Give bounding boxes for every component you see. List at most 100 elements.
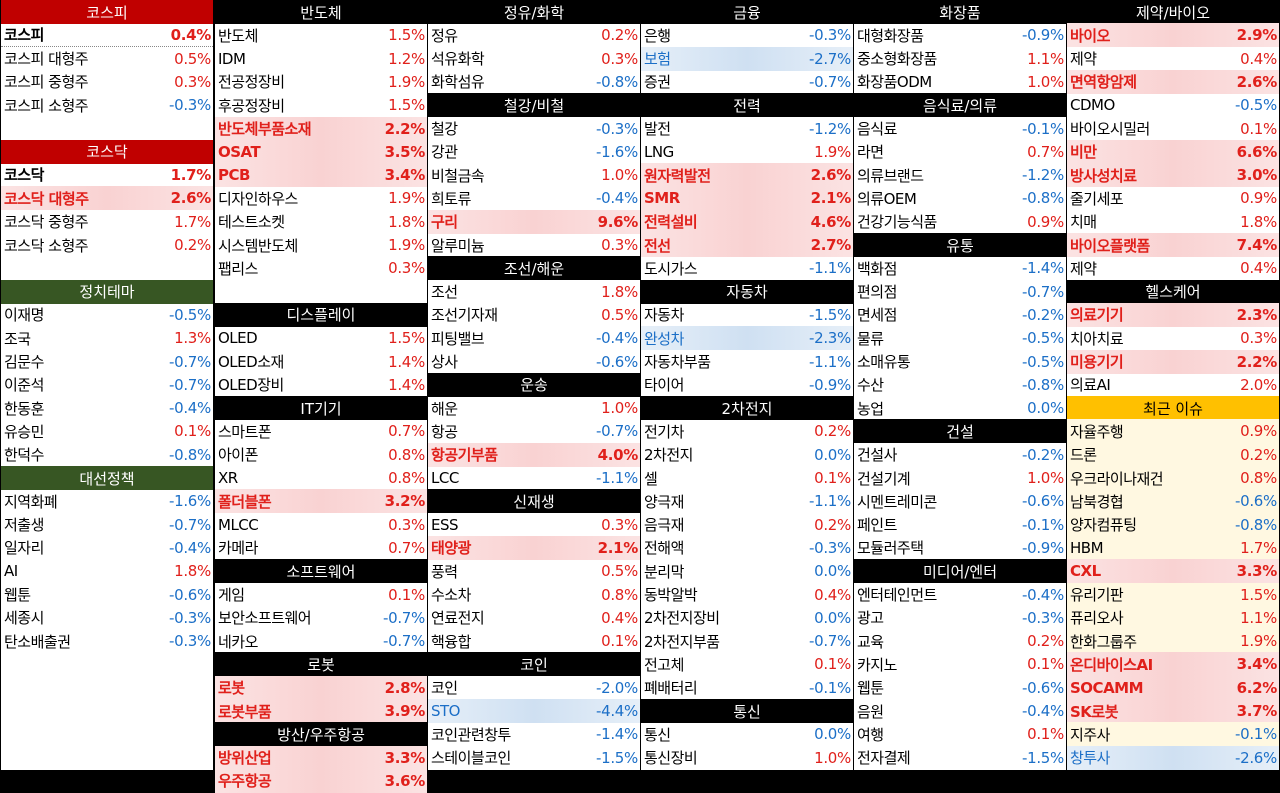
sector-row[interactable]: 페인트 -0.1% <box>854 513 1066 537</box>
sector-row[interactable]: 방위산업 3.3% <box>215 745 427 770</box>
sector-row[interactable]: 테스트소켓 1.8% <box>215 210 427 234</box>
sector-row[interactable]: 항공기부품 4.0% <box>428 442 640 467</box>
sector-row[interactable]: 코스닥 소형주 0.2% <box>1 233 213 257</box>
sector-row[interactable]: SK로봇 3.7% <box>1067 699 1279 723</box>
sector-row[interactable]: 보험 -2.7% <box>641 46 853 71</box>
sector-row[interactable]: 바이오 2.9% <box>1067 23 1279 48</box>
sector-row[interactable]: 피팅밸브 -0.4% <box>428 326 640 350</box>
sector-row[interactable]: 코스닥 중형주 1.7% <box>1 210 213 234</box>
sector-row[interactable]: 한덕수 -0.8% <box>1 443 213 467</box>
sector-row[interactable]: IDM 1.2% <box>215 47 427 71</box>
sector-row[interactable]: 세종시 -0.3% <box>1 606 213 630</box>
sector-row[interactable]: 수산 -0.8% <box>854 373 1066 397</box>
sector-row[interactable]: 창투사 -2.6% <box>1067 745 1279 770</box>
sector-row[interactable]: 발전 -1.2% <box>641 117 853 141</box>
sector-row[interactable]: 대형화장품 -0.9% <box>854 23 1066 47</box>
sector-row[interactable]: 우주항공 3.6% <box>215 768 427 793</box>
sector-row[interactable]: 2차전지장비 0.0% <box>641 606 853 630</box>
sector-row[interactable]: 알루미늄 0.3% <box>428 233 640 257</box>
sector-row[interactable]: 증권 -0.7% <box>641 70 853 94</box>
sector-row[interactable]: 은행 -0.3% <box>641 23 853 47</box>
sector-row[interactable]: 의료AI 2.0% <box>1067 373 1279 397</box>
sector-row[interactable]: 탄소배출권 -0.3% <box>1 629 213 653</box>
sector-row[interactable]: CDMO -0.5% <box>1067 93 1279 117</box>
sector-row[interactable]: 비철금속 1.0% <box>428 163 640 187</box>
sector-row[interactable]: 유승민 0.1% <box>1 419 213 443</box>
sector-row[interactable]: 희토류 -0.4% <box>428 186 640 210</box>
sector-row[interactable]: 비만 6.6% <box>1067 139 1279 164</box>
sector-row[interactable]: AI 1.8% <box>1 559 213 583</box>
sector-row[interactable]: 광고 -0.3% <box>854 606 1066 630</box>
sector-row[interactable]: 의류OEM -0.8% <box>854 186 1066 210</box>
sector-row[interactable]: 폴더블폰 3.2% <box>215 489 427 514</box>
sector-row[interactable]: 카메라 0.7% <box>215 536 427 560</box>
sector-row[interactable]: 음식료 -0.1% <box>854 117 1066 141</box>
sector-row[interactable]: 통신 0.0% <box>641 722 853 746</box>
sector-row[interactable]: 소매유통 -0.5% <box>854 350 1066 374</box>
sector-row[interactable]: 2차전지부품 -0.7% <box>641 629 853 653</box>
sector-row[interactable]: 건강기능식품 0.9% <box>854 210 1066 234</box>
sector-row[interactable]: 네카오 -0.7% <box>215 629 427 653</box>
sector-row[interactable]: 수소차 0.8% <box>428 583 640 607</box>
sector-row[interactable]: SMR 2.1% <box>641 186 853 211</box>
sector-row[interactable]: ESS 0.3% <box>428 513 640 537</box>
sector-row[interactable]: 핵융합 0.1% <box>428 629 640 653</box>
sector-row[interactable]: 전자결제 -1.5% <box>854 746 1066 770</box>
sector-row[interactable]: 정유 0.2% <box>428 23 640 47</box>
sector-row[interactable]: 전선 2.7% <box>641 233 853 257</box>
sector-row[interactable]: 카지노 0.1% <box>854 652 1066 676</box>
sector-row[interactable]: 셀 0.1% <box>641 466 853 490</box>
sector-row[interactable]: 코스피 중형주 0.3% <box>1 70 213 94</box>
sector-row[interactable]: 자동차 -1.5% <box>641 303 853 327</box>
sector-row[interactable]: 코스피 0.4% <box>1 23 213 48</box>
sector-row[interactable]: 중소형화장품 1.1% <box>854 47 1066 71</box>
sector-row[interactable]: 제약 0.4% <box>1067 47 1279 71</box>
sector-row[interactable]: 의료기기 2.3% <box>1067 302 1279 327</box>
sector-row[interactable]: 라면 0.7% <box>854 140 1066 164</box>
sector-row[interactable]: 타이어 -0.9% <box>641 373 853 397</box>
sector-row[interactable]: 방사성치료 3.0% <box>1067 163 1279 188</box>
sector-row[interactable]: 전공정장비 1.9% <box>215 70 427 94</box>
sector-row[interactable]: MLCC 0.3% <box>215 513 427 537</box>
sector-row[interactable]: 아이폰 0.8% <box>215 443 427 467</box>
sector-row[interactable]: 후공정장비 1.5% <box>215 93 427 117</box>
sector-row[interactable]: 보안소프트웨어 -0.7% <box>215 606 427 630</box>
sector-row[interactable]: 이준석 -0.7% <box>1 373 213 397</box>
sector-row[interactable]: 자율주행 0.9% <box>1067 419 1279 444</box>
sector-row[interactable]: OSAT 3.5% <box>215 139 427 164</box>
sector-row[interactable]: 미용기기 2.2% <box>1067 349 1279 374</box>
sector-row[interactable]: HBM 1.7% <box>1067 535 1279 560</box>
sector-row[interactable]: 건설기계 1.0% <box>854 466 1066 490</box>
sector-row[interactable]: 한화그룹주 1.9% <box>1067 629 1279 654</box>
sector-row[interactable]: 코인관련창투 -1.4% <box>428 722 640 746</box>
sector-row[interactable]: 강관 -1.6% <box>428 140 640 164</box>
sector-row[interactable]: PCB 3.4% <box>215 163 427 188</box>
sector-row[interactable]: 남북경협 -0.6% <box>1067 489 1279 514</box>
sector-row[interactable]: 동박알박 0.4% <box>641 583 853 607</box>
sector-row[interactable]: 게임 0.1% <box>215 583 427 607</box>
sector-row[interactable]: 스테이블코인 -1.5% <box>428 746 640 770</box>
sector-row[interactable]: 한동훈 -0.4% <box>1 396 213 420</box>
sector-row[interactable]: 코스피 소형주 -0.3% <box>1 93 213 117</box>
sector-row[interactable]: 조선기자재 0.5% <box>428 303 640 327</box>
sector-row[interactable]: 지주사 -0.1% <box>1067 722 1279 747</box>
sector-row[interactable]: 로봇부품 3.9% <box>215 699 427 723</box>
sector-row[interactable]: 우크라이나재건 0.8% <box>1067 466 1279 490</box>
sector-row[interactable]: 온디바이스AI 3.4% <box>1067 652 1279 677</box>
sector-row[interactable]: 화학섬유 -0.8% <box>428 70 640 94</box>
sector-row[interactable]: 음극재 0.2% <box>641 513 853 537</box>
sector-row[interactable]: 해운 1.0% <box>428 396 640 420</box>
sector-row[interactable]: 모듈러주택 -0.9% <box>854 536 1066 560</box>
sector-row[interactable]: 시스템반도체 1.9% <box>215 233 427 257</box>
sector-row[interactable]: XR 0.8% <box>215 466 427 490</box>
sector-row[interactable]: 면세점 -0.2% <box>854 303 1066 327</box>
sector-row[interactable]: 자동차부품 -1.1% <box>641 350 853 374</box>
sector-row[interactable]: 제약 0.4% <box>1067 256 1279 280</box>
sector-row[interactable]: 치아치료 0.3% <box>1067 326 1279 350</box>
sector-row[interactable]: 화장품ODM 1.0% <box>854 70 1066 94</box>
sector-row[interactable]: 저출생 -0.7% <box>1 513 213 537</box>
sector-row[interactable]: 의류브랜드 -1.2% <box>854 163 1066 187</box>
sector-row[interactable]: CXL 3.3% <box>1067 559 1279 584</box>
sector-row[interactable]: 구리 9.6% <box>428 209 640 234</box>
sector-row[interactable]: 디자인하우스 1.9% <box>215 186 427 210</box>
